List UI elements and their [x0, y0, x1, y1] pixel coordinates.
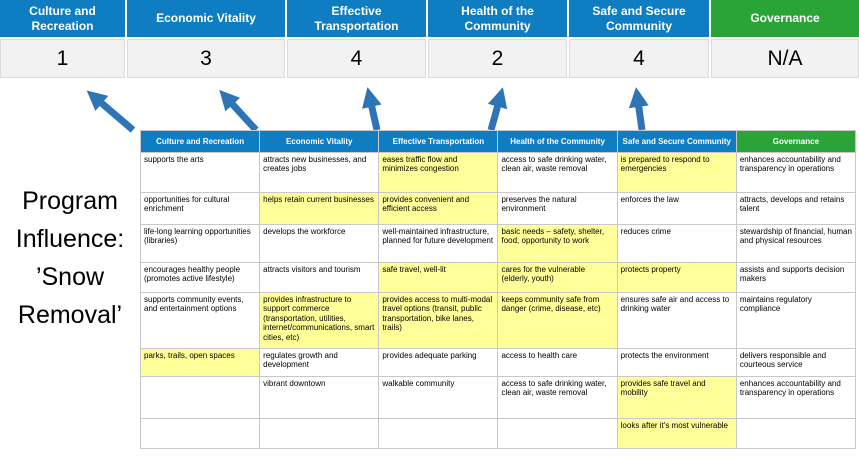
summary-header-effective-transportation: Effective Transportation: [287, 0, 426, 37]
matrix-cell: opportunities for cultural enrichment: [141, 193, 261, 225]
program-influence-title-line: Removal’: [17, 301, 123, 329]
arrow-icon: [219, 89, 259, 133]
summary-score-effective-transportation: 4: [287, 39, 426, 78]
matrix-cell: preserves the natural environment: [498, 193, 618, 225]
matrix-header-culture-and-recreation: Culture and Recreation: [141, 131, 261, 153]
summary-header-culture-and-recreation: Culture and Recreation: [0, 0, 125, 37]
matrix-cell: enforces the law: [617, 193, 737, 225]
arrow-icon: [487, 87, 508, 131]
program-influence-title-line: Program: [22, 187, 118, 215]
matrix-cell: ensures safe air and access to drinking …: [617, 293, 737, 349]
matrix-cell: access to safe drinking water, clean air…: [498, 377, 618, 419]
matrix-cell: provides access to multi-modal travel op…: [379, 293, 499, 349]
matrix-cell: cares for the vulnerable (elderly, youth…: [498, 263, 618, 293]
matrix-cell: enhances accountability and transparency…: [736, 153, 856, 193]
matrix-cell: attracts, develops and retains talent: [736, 193, 856, 225]
summary-score-economic-vitality: 3: [127, 39, 285, 78]
matrix-cell: enhances accountability and transparency…: [736, 377, 856, 419]
matrix-cell: regulates growth and development: [260, 349, 380, 377]
matrix-cell: [141, 419, 261, 449]
summary-score-safe-and-secure-community: 4: [569, 39, 709, 78]
matrix-cell: is prepared to respond to emergencies: [617, 153, 737, 193]
matrix-cell: maintains regulatory compliance: [736, 293, 856, 349]
matrix-header-governance: Governance: [736, 131, 856, 153]
matrix-cell: provides safe travel and mobility: [617, 377, 737, 419]
summary-score-row: 1 3 4 2 4 N/A: [0, 39, 859, 78]
summary-header-health-of-the-community: Health of the Community: [428, 0, 567, 37]
matrix-cell: stewardship of financial, human and phys…: [736, 225, 856, 263]
matrix-cell: attracts new businesses, and creates job…: [260, 153, 380, 193]
matrix-cell: helps retain current businesses: [260, 193, 380, 225]
arrow-icon: [362, 87, 382, 131]
matrix-header-economic-vitality: Economic Vitality: [260, 131, 380, 153]
matrix-cell: life-long learning opportunities (librar…: [141, 225, 261, 263]
program-influence-title-line: ’Snow: [35, 263, 105, 291]
matrix-cell: access to health care: [498, 349, 618, 377]
matrix-cell: looks after it's most vulnerable: [617, 419, 737, 449]
summary-header-row: Culture and Recreation Economic Vitality E…: [0, 0, 859, 37]
matrix-cell: keeps community safe from danger (crime,…: [498, 293, 618, 349]
matrix-cell: provides adequate parking: [379, 349, 499, 377]
matrix-cell: protects property: [617, 263, 737, 293]
matrix-cell: provides infrastructure to support comme…: [260, 293, 380, 349]
matrix-cell: reduces crime: [617, 225, 737, 263]
matrix-cell: access to safe drinking water, clean air…: [498, 153, 618, 193]
matrix-cell: attracts visitors and tourism: [260, 263, 380, 293]
matrix-cell: eases traffic flow and minimizes congest…: [379, 153, 499, 193]
matrix-header-effective-transportation: Effective Transportation: [379, 131, 499, 153]
matrix-cell: encourages healthy people (promotes acti…: [141, 263, 261, 293]
matrix-cell: supports community events, and entertain…: [141, 293, 261, 349]
matrix-cell: [498, 419, 618, 449]
matrix-cell: walkable community: [379, 377, 499, 419]
matrix-cell: vibrant downtown: [260, 377, 380, 419]
matrix-cell: protects the environment: [617, 349, 737, 377]
matrix-cell: safe travel, well-lit: [379, 263, 499, 293]
matrix-cell: [141, 377, 261, 419]
summary-score-health-of-the-community: 2: [428, 39, 567, 78]
matrix-cell: well-maintained infrastructure, planned …: [379, 225, 499, 263]
matrix-header-safe-and-secure-community: Safe and Secure Community: [617, 131, 737, 153]
matrix-cell: provides convenient and efficient access: [379, 193, 499, 225]
matrix-cell: [379, 419, 499, 449]
matrix-cell: [260, 419, 380, 449]
arrow-icon: [628, 87, 649, 131]
matrix-header-health-of-the-community: Health of the Community: [498, 131, 618, 153]
summary-header-economic-vitality: Economic Vitality: [127, 0, 285, 37]
summary-score-culture-and-recreation: 1: [0, 39, 125, 78]
matrix-cell: parks, trails, open spaces: [141, 349, 261, 377]
matrix-cell: basic needs – safety, shelter, food, opp…: [498, 225, 618, 263]
matrix-cell: supports the arts: [141, 153, 261, 193]
matrix-cell: delivers responsible and courteous servi…: [736, 349, 856, 377]
summary-header-governance: Governance: [711, 0, 859, 37]
score-arrows: [86, 87, 649, 133]
summary-header-safe-and-secure-community: Safe and Secure Community: [569, 0, 709, 37]
summary-score-governance: N/A: [711, 39, 859, 78]
matrix-cell: [736, 419, 856, 449]
matrix-cell: assists and supports decision makers: [736, 263, 856, 293]
program-influence-title: Program Influence: ’Snow Removal’: [2, 182, 138, 334]
influence-matrix: Culture and Recreation Economic Vitality E…: [140, 130, 856, 449]
matrix-cell: develops the workforce: [260, 225, 380, 263]
program-influence-title-line: Influence:: [15, 225, 125, 253]
arrow-icon: [86, 90, 136, 133]
